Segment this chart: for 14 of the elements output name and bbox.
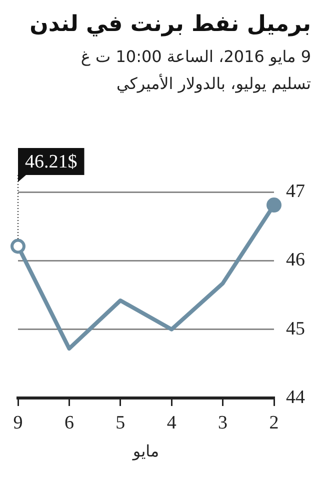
chart-subtitle: 9 مايو 2016، الساعة 10:00 ت غ تسليم يوليو، بالدولار الأميركي — [80, 46, 311, 95]
chart-title: برميل نفط برنت في لندن — [28, 12, 311, 37]
y-tick-label: 46 — [286, 250, 305, 271]
x-tick-label: 5 — [116, 412, 126, 434]
x-tick-label: 4 — [166, 412, 177, 434]
y-tick-label: 47 — [286, 180, 305, 202]
x-tick-label: 6 — [64, 412, 74, 434]
x-tick-label: 9 — [13, 412, 23, 434]
annotation: 46.21$ — [25, 151, 78, 172]
y-tick-label: 45 — [286, 318, 305, 340]
x-tick-label: 2 — [269, 412, 279, 434]
x-tick-label: 3 — [218, 412, 228, 434]
x-axis-title: مايو — [132, 442, 160, 461]
y-tick-label: 44 — [286, 386, 306, 408]
